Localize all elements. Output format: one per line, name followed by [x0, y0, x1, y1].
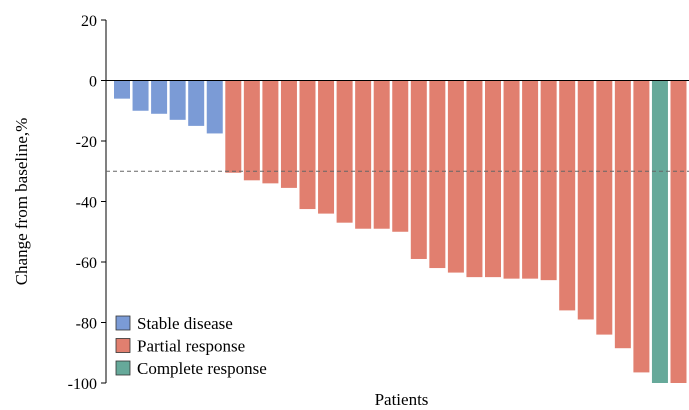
bar — [522, 80, 539, 279]
legend-label: Partial response — [137, 337, 245, 356]
bar — [392, 80, 409, 232]
y-tick-label: -80 — [76, 316, 97, 333]
bar — [373, 80, 390, 229]
y-tick-label: -40 — [76, 195, 97, 212]
bar — [633, 80, 650, 373]
bar — [299, 80, 316, 210]
bar — [169, 80, 186, 120]
y-tick-label: -100 — [68, 376, 97, 393]
legend-swatch — [115, 360, 131, 376]
legend-label: Stable disease — [137, 314, 233, 333]
bar — [447, 80, 464, 273]
bar — [670, 80, 687, 383]
bar — [410, 80, 427, 259]
bar — [503, 80, 520, 279]
legend-swatch — [115, 338, 131, 353]
bar — [188, 80, 205, 126]
bar — [429, 80, 446, 269]
bar — [280, 80, 297, 188]
bar — [466, 80, 483, 278]
bars — [114, 80, 687, 383]
bar — [132, 80, 149, 111]
bar — [262, 80, 279, 184]
legend-label: Complete response — [137, 359, 267, 378]
legend-swatch — [115, 315, 131, 331]
bar — [151, 80, 168, 114]
bar — [355, 80, 372, 229]
y-tick-label: -20 — [76, 134, 97, 151]
bar — [336, 80, 353, 223]
legend: Stable disease Partial response Complete r… — [115, 314, 267, 378]
bar — [318, 80, 335, 214]
bar — [485, 80, 501, 278]
bar — [614, 80, 631, 349]
y-axis: 20 0 -20 -40 -60 -80 -100 — [68, 13, 107, 393]
bar — [114, 80, 130, 99]
bar — [540, 80, 557, 281]
y-tick-label: 20 — [81, 13, 97, 30]
bar — [206, 80, 223, 134]
x-axis-label: Patients — [375, 390, 429, 409]
bar — [651, 80, 668, 383]
bar — [225, 80, 242, 173]
y-tick-label: -60 — [76, 255, 97, 272]
bar — [559, 80, 576, 311]
y-tick-label: 0 — [89, 74, 97, 91]
bar — [596, 80, 613, 335]
bar — [577, 80, 594, 320]
y-axis-label: Change from baseline,% — [12, 118, 31, 286]
bar — [243, 80, 260, 181]
